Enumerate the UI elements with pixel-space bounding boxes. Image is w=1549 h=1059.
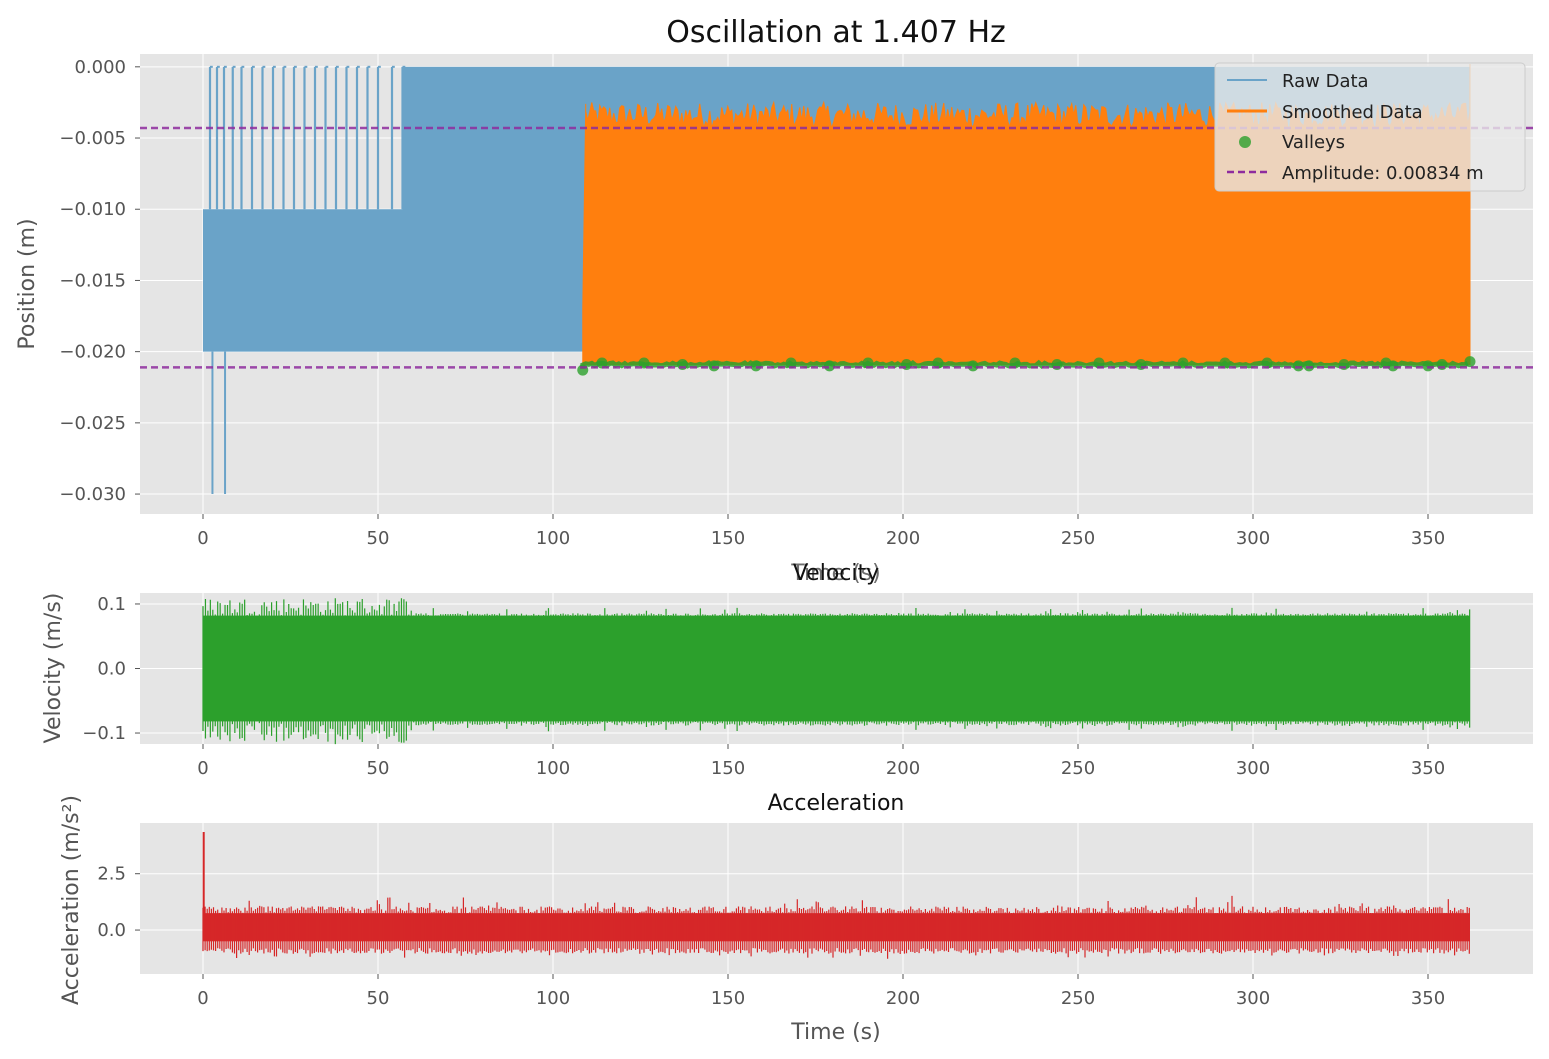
- x-tick-label: 100: [536, 988, 570, 1009]
- velocity-series: [202, 598, 1471, 745]
- valley-point: [1219, 357, 1231, 369]
- valley-point: [638, 357, 650, 369]
- x-tick-label: 0: [197, 528, 208, 549]
- velocity-y-axis-label: Velocity (m/s): [41, 593, 66, 744]
- valley-point: [1422, 360, 1434, 372]
- valleys-series: [577, 356, 1476, 376]
- valley-point: [750, 360, 762, 372]
- valley-point: [1261, 357, 1273, 369]
- position-y-axis-label: Position (m): [15, 218, 40, 349]
- velocity-trace: [202, 598, 1471, 745]
- y-tick-label: −0.030: [59, 484, 126, 505]
- y-tick-label: −0.020: [59, 342, 126, 363]
- acceleration-y-ticks: 2.5 0.0: [97, 864, 140, 941]
- x-tick-label: 100: [536, 758, 570, 779]
- acceleration-x-axis-label: Time (s): [790, 1020, 880, 1045]
- valley-point: [1303, 360, 1315, 372]
- legend-raw-label: Raw Data: [1282, 71, 1369, 92]
- valley-point: [596, 357, 608, 369]
- legend-box: [1214, 62, 1526, 192]
- valley-point: [1387, 360, 1399, 372]
- legend-smoothed-label: Smoothed Data: [1282, 102, 1423, 123]
- y-tick-label: −0.015: [59, 270, 126, 291]
- x-tick-label: 100: [536, 528, 570, 549]
- position-x-axis-label: Time (s): [790, 561, 880, 586]
- y-tick-label: 0.0: [97, 659, 126, 680]
- y-tick-label: 0.1: [97, 594, 126, 615]
- position-y-ticks: 0.000 −0.005 −0.010 −0.015 −0.020 −0.025 −0.03…: [59, 57, 140, 505]
- velocity-chart-title: Velocity: [793, 561, 879, 586]
- x-tick-label: 300: [1236, 528, 1270, 549]
- x-tick-label: 300: [1236, 988, 1270, 1009]
- acceleration-chart-title: Acceleration: [768, 791, 905, 816]
- x-tick-label: 350: [1411, 528, 1445, 549]
- legend-valleys-label: Valleys: [1282, 132, 1345, 153]
- x-tick-label: 200: [886, 988, 920, 1009]
- acceleration-panel: Acceleration 2.5 0.0 0 50 100 150 200 250 300 35…: [59, 791, 1533, 1045]
- y-tick-label: 0.000: [74, 57, 126, 78]
- y-tick-label: 2.5: [97, 864, 126, 885]
- valley-point: [785, 357, 797, 369]
- legend-valleys-swatch: [1239, 136, 1251, 148]
- x-tick-label: 150: [711, 758, 745, 779]
- acceleration-plot-area: [140, 823, 1533, 974]
- valley-point: [1464, 356, 1476, 368]
- y-tick-label: −0.1: [82, 723, 126, 744]
- x-tick-label: 250: [1061, 528, 1095, 549]
- position-panel: Oscillation at 1.407 Hz 0.000 −0.005 −0.01…: [15, 15, 1533, 586]
- velocity-band: [203, 615, 1470, 722]
- y-tick-label: −0.010: [59, 199, 126, 220]
- acceleration-y-axis-label: Acceleration (m/s²): [59, 795, 84, 1005]
- valley-point: [932, 357, 944, 369]
- x-tick-label: 350: [1411, 758, 1445, 779]
- x-tick-label: 50: [367, 758, 390, 779]
- x-tick-label: 350: [1411, 988, 1445, 1009]
- position-chart-title: Oscillation at 1.407 Hz: [666, 15, 1006, 50]
- x-tick-label: 0: [197, 758, 208, 779]
- acceleration-x-ticks: 0 50 100 150 200 250 300 350: [197, 974, 1445, 1009]
- valley-point: [1293, 360, 1304, 372]
- y-tick-label: 0.0: [97, 920, 126, 941]
- x-tick-label: 200: [886, 758, 920, 779]
- valleys-trace: [580, 359, 1469, 370]
- valley-point: [708, 360, 720, 372]
- legend-amplitude-label: Amplitude: 0.00834 m: [1282, 163, 1484, 184]
- x-tick-label: 250: [1061, 988, 1095, 1009]
- legend: Raw Data Smoothed Data Valleys Amplitude…: [1214, 62, 1526, 192]
- valley-point: [967, 360, 979, 372]
- position-x-ticks: 0 50 100 150 200 250 300 350: [197, 514, 1445, 549]
- raw-data-band-early: [203, 209, 403, 352]
- valley-point: [1177, 357, 1189, 369]
- velocity-y-ticks: 0.1 0.0 −0.1: [82, 594, 140, 744]
- x-tick-label: 150: [711, 528, 745, 549]
- velocity-x-ticks: 0 50 100 150 200 250 300 350: [197, 744, 1445, 779]
- x-tick-label: 50: [367, 988, 390, 1009]
- valley-point: [1009, 357, 1021, 369]
- valley-point: [1093, 357, 1105, 369]
- x-tick-label: 50: [367, 528, 390, 549]
- valley-point: [824, 360, 835, 372]
- x-tick-label: 150: [711, 988, 745, 1009]
- valley-point: [862, 357, 874, 369]
- y-tick-label: −0.005: [59, 128, 126, 149]
- x-tick-label: 200: [886, 528, 920, 549]
- x-tick-label: 250: [1061, 758, 1095, 779]
- x-tick-label: 0: [197, 988, 208, 1009]
- velocity-panel: Velocity 0.1 0.0 −0.1 0 50 100 150 200 250 300 35…: [41, 561, 1533, 779]
- y-tick-label: −0.025: [59, 413, 126, 434]
- x-tick-label: 300: [1236, 758, 1270, 779]
- acceleration-series: [202, 832, 1470, 959]
